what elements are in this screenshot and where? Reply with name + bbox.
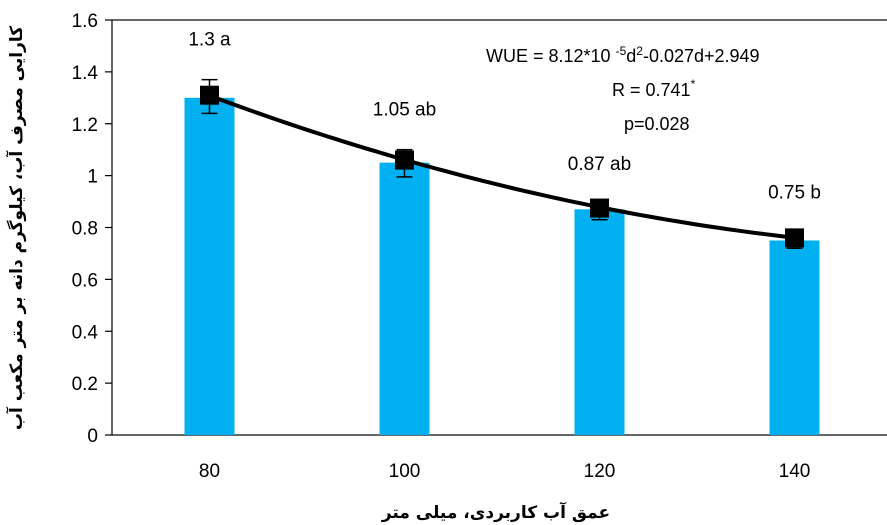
marker xyxy=(200,85,219,105)
correlation-star: * xyxy=(691,77,696,91)
p-value: p=0.028 xyxy=(624,114,690,134)
marker xyxy=(590,198,609,218)
x-axis-ticks: 80 100 120 140 xyxy=(199,461,810,482)
x-tick-label: 140 xyxy=(779,461,811,482)
y-tick-label: 1 xyxy=(87,167,98,188)
y-tick-label: 0.8 xyxy=(72,219,98,240)
data-label: 0.75 b xyxy=(768,183,821,204)
x-axis-title: عمق آب کاربردی، میلی متر xyxy=(381,501,610,523)
x-tick-label: 120 xyxy=(584,461,616,482)
x-tick-label: 100 xyxy=(389,461,421,482)
bar xyxy=(769,240,820,435)
correlation: R = 0.741* xyxy=(612,77,696,100)
bar xyxy=(379,162,430,435)
correlation-value: R = 0.741 xyxy=(612,80,691,100)
y-tick-label: 0 xyxy=(87,426,98,447)
trendline xyxy=(208,93,795,240)
marker xyxy=(785,228,804,248)
data-label: 1.3 a xyxy=(188,30,231,51)
equation-sup-exp: -5 xyxy=(616,44,627,58)
marker xyxy=(395,150,414,170)
equation-sup-square: 2 xyxy=(636,44,643,58)
y-tick-label: 1.6 xyxy=(72,11,98,32)
trendline-curve xyxy=(208,93,795,240)
y-tick-label: 0.2 xyxy=(72,374,98,395)
y-tick-label: 1.4 xyxy=(72,63,99,84)
y-tick-label: 1.2 xyxy=(72,115,98,136)
equation-var: d xyxy=(626,46,636,66)
data-label: 1.05 ab xyxy=(373,100,436,121)
markers xyxy=(200,85,804,248)
error-bars xyxy=(201,78,803,249)
bar xyxy=(574,209,625,435)
data-label: 0.87 ab xyxy=(568,154,631,175)
equation-prefix: WUE = 8.12*10 xyxy=(486,46,616,66)
bars xyxy=(184,97,820,435)
y-tick-label: 0.6 xyxy=(72,270,98,291)
y-axis-ticks: 0 0.2 0.4 0.6 0.8 1 1.2 1.4 1.6 xyxy=(72,11,112,447)
equation-suffix: -0.027d+2.949 xyxy=(643,46,760,66)
equation: WUE = 8.12*10 -5d2-0.027d+2.949 xyxy=(486,44,760,66)
y-axis-title: کارایی مصرف آب، کیلوگرم دانه بر متر مکعب… xyxy=(5,26,27,430)
y-tick-label: 0.4 xyxy=(72,322,99,343)
x-tick-label: 80 xyxy=(199,461,220,482)
data-labels: 1.3 a 1.05 ab 0.87 ab 0.75 b xyxy=(188,30,821,204)
bar xyxy=(184,97,235,435)
